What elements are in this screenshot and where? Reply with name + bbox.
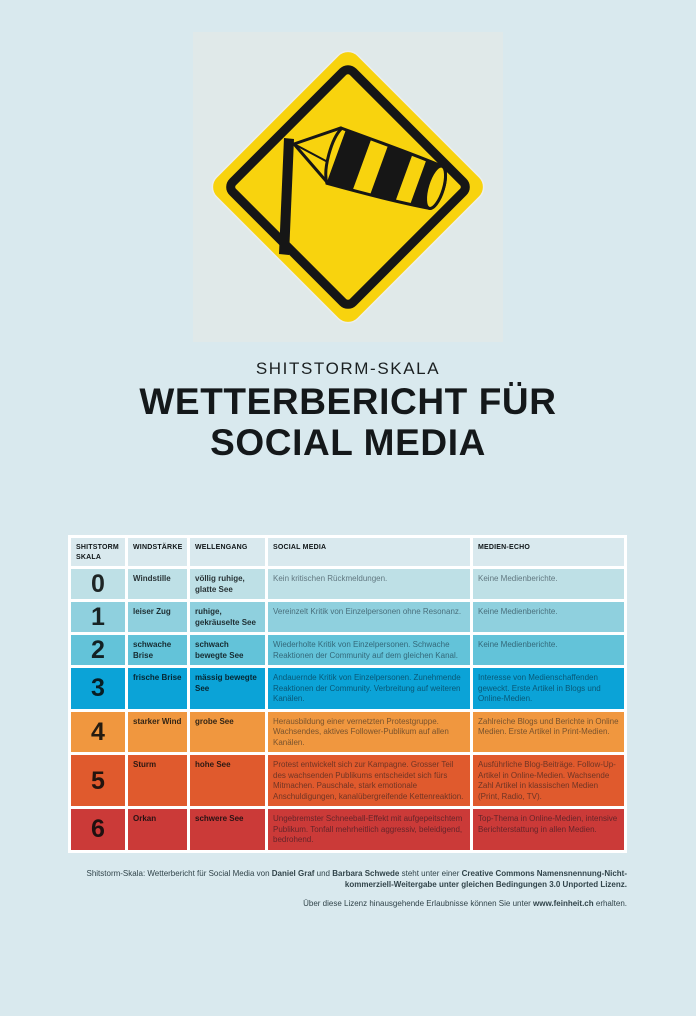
wellengang-cell: schwere See (190, 809, 265, 850)
footer: Shitstorm-Skala: Wetterbericht für Socia… (68, 868, 627, 909)
page-title-line2: SOCIAL MEDIA (210, 421, 486, 463)
column-header-social-media: SOCIAL MEDIA (268, 538, 470, 567)
windsock-icon (292, 126, 448, 216)
scale-level-cell: 4 (71, 711, 125, 753)
sign-image-panel (193, 32, 503, 342)
social-media-cell: Andauernde Kritik von Einzelpersonen. Zu… (268, 668, 470, 709)
scale-level-cell: 2 (71, 635, 125, 666)
shitstorm-scale-table: SHITSTORM SKALA WINDSTÄRKE WELLENGANG SO… (68, 535, 627, 853)
social-media-cell: Vereinzelt Kritik von Einzelpersonen ohn… (268, 602, 470, 633)
poster: { "page": { "bg": "#d9e9ee" }, "sign": {… (0, 32, 696, 1016)
feinheit-link[interactable]: www.feinheit.ch (533, 898, 594, 908)
social-media-cell: Kein kritischen Rückmeldungen. (268, 569, 470, 600)
footer-license-text: Shitstorm-Skala: Wetterbericht für Socia… (68, 868, 627, 890)
footer-text-segment: steht unter einer (399, 868, 462, 878)
column-header-medien-echo: MEDIEN-ECHO (473, 538, 624, 567)
footer-text-segment: Barbara Schwede (332, 868, 400, 878)
scale-level-cell: 3 (71, 668, 125, 709)
medien-echo-cell: Interesse von Medienschaffenden geweckt.… (473, 668, 624, 709)
windsock-warning-sign (211, 50, 485, 324)
medien-echo-cell: Top-Thema in Online-Medien, intensive Be… (473, 809, 624, 850)
footer-text-segment: und (314, 868, 333, 878)
wellengang-cell: mässig bewegte See (190, 668, 265, 709)
kicker: SHITSTORM-SKALA (255, 359, 441, 378)
medien-echo-cell: Zahlreiche Blogs und Berichte in Online … (473, 711, 624, 753)
windstaerke-cell: Windstille (128, 569, 187, 600)
social-media-cell: Protest entwickelt sich zur Kampagne. Gr… (268, 755, 470, 807)
footer-permissions-text: Über diese Lizenz hinausgehende Erlaubni… (68, 898, 627, 909)
column-header-wellengang: WELLENGANG (190, 538, 265, 567)
wellengang-cell: ruhige, gekräuselte See (190, 602, 265, 633)
windstaerke-cell: leiser Zug (128, 602, 187, 633)
footer-text-segment: Über diese Lizenz hinausgehende Erlaubni… (303, 898, 534, 908)
medien-echo-cell: Keine Medienberichte. (473, 569, 624, 600)
page-title: WETTERBERICHT FÜR SOCIAL MEDIA (0, 381, 696, 463)
social-media-cell: Wiederholte Kritik von Einzelpersonen. S… (268, 635, 470, 666)
scale-level-cell: 1 (71, 602, 125, 633)
windsock-pole (279, 138, 294, 255)
column-header-windstaerke: WINDSTÄRKE (128, 538, 187, 567)
windstaerke-cell: schwache Brise (128, 635, 187, 666)
medien-echo-cell: Keine Medienberichte. (473, 602, 624, 633)
windstaerke-cell: frische Brise (128, 668, 187, 709)
medien-echo-cell: Keine Medienberichte. (473, 635, 624, 666)
social-media-cell: Ungebremster Schneeball-Effekt mit aufge… (268, 809, 470, 850)
windstaerke-cell: Orkan (128, 809, 187, 850)
wellengang-cell: hohe See (190, 755, 265, 807)
wellengang-cell: völlig ruhige, glatte See (190, 569, 265, 600)
footer-text-segment: Creative Commons Namensnennung-Nicht-kom… (344, 868, 627, 889)
page-title-line1: WETTERBERICHT FÜR (139, 381, 557, 422)
scale-level-cell: 6 (71, 809, 125, 850)
footer-text-segment: Shitstorm-Skala: Wetterbericht für Socia… (86, 868, 272, 878)
footer-text-segment: Daniel Graf (271, 868, 315, 878)
footer-text-segment: erhalten. (593, 898, 627, 908)
windstaerke-cell: Sturm (128, 755, 187, 807)
wellengang-cell: schwach bewegte See (190, 635, 265, 666)
column-header-shitstorm-skala: SHITSTORM SKALA (71, 538, 125, 567)
wellengang-cell: grobe See (190, 711, 265, 753)
windstaerke-cell: starker Wind (128, 711, 187, 753)
social-media-cell: Herausbildung einer vernetzten Protestgr… (268, 711, 470, 753)
scale-level-cell: 5 (71, 755, 125, 807)
medien-echo-cell: Ausführliche Blog-Beiträge. Follow-Up-Ar… (473, 755, 624, 807)
scale-level-cell: 0 (71, 569, 125, 600)
